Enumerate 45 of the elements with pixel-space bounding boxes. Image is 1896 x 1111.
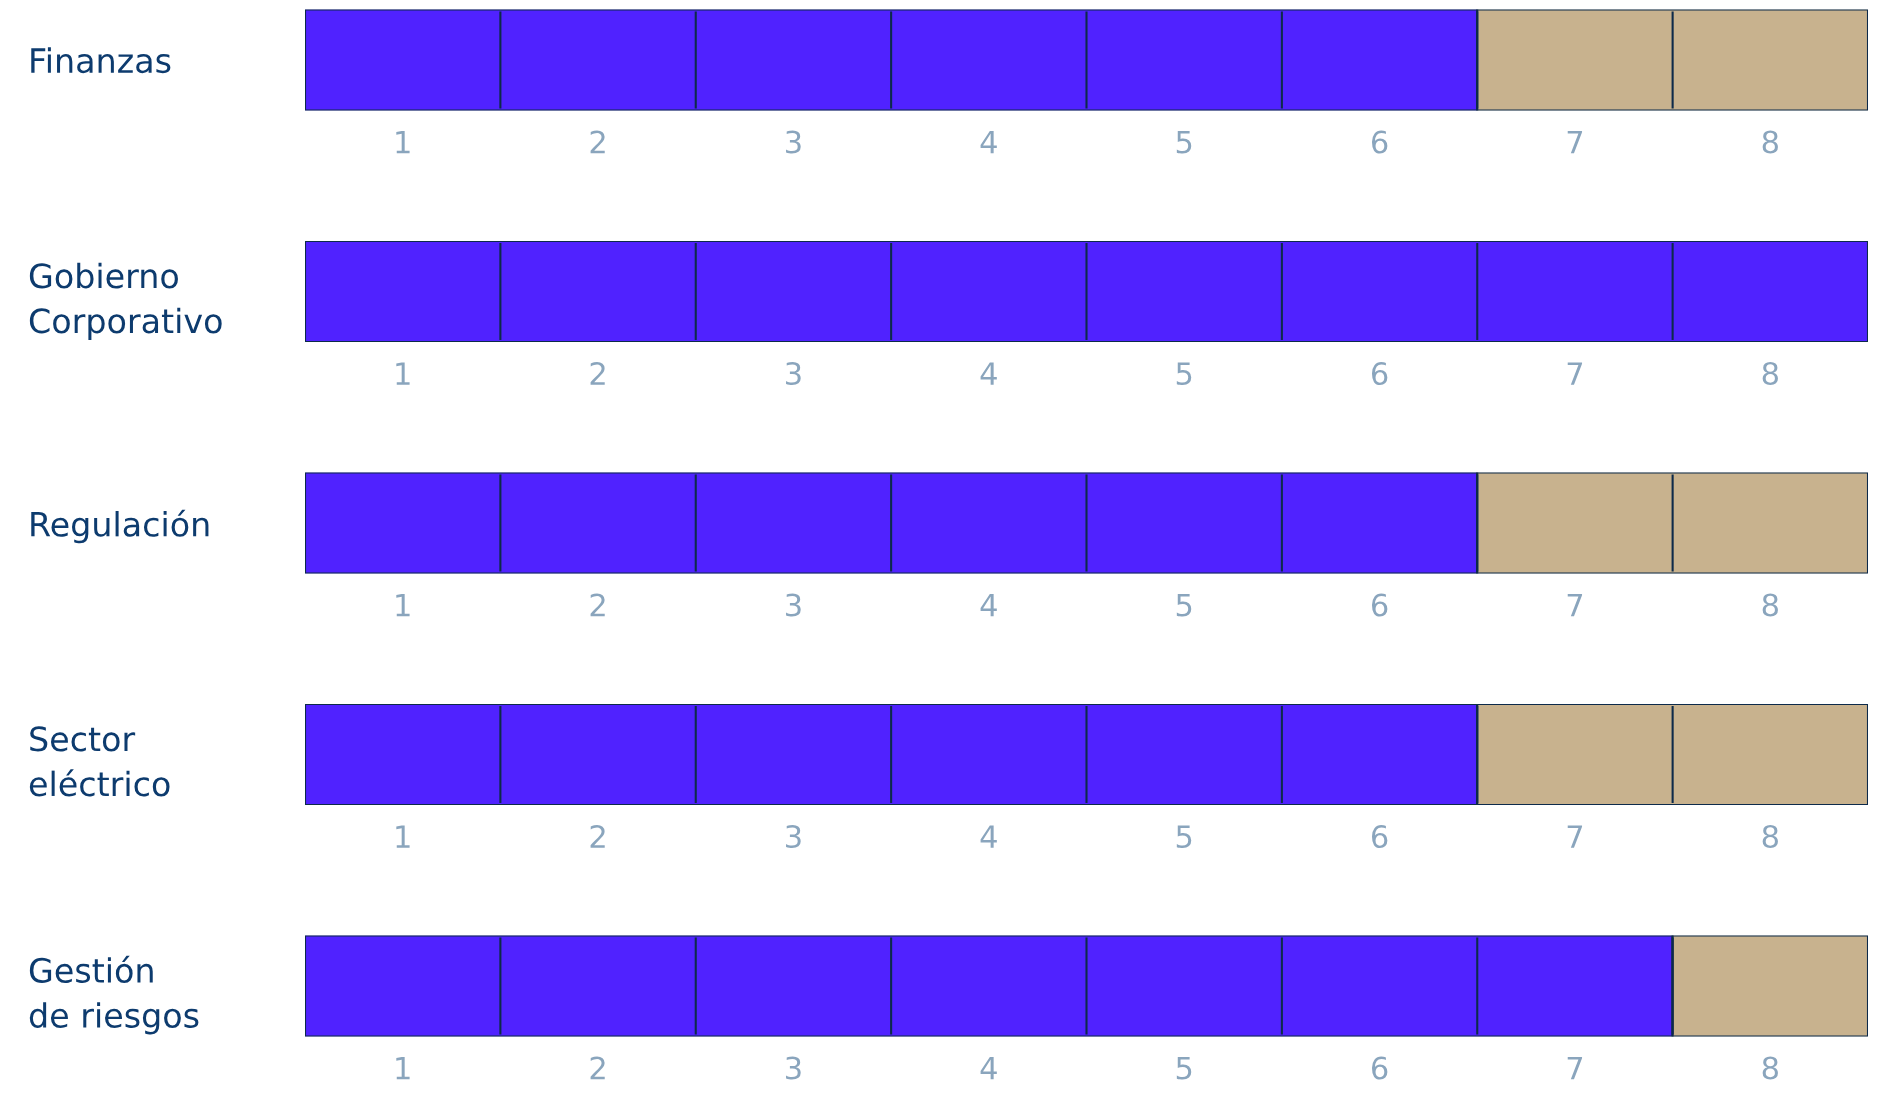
x-tick-label: 6 [1371, 1056, 1388, 1080]
x-tick-label: 1 [396, 130, 410, 154]
x-tick-label: 8 [1762, 593, 1778, 617]
x-tick-label: 4 [980, 1056, 997, 1080]
x-tick-label: 5 [1176, 362, 1192, 386]
x-tick-label: 3 [786, 130, 801, 154]
x-tick-label: 1 [396, 825, 410, 848]
x-tick-label: 5 [1176, 593, 1192, 617]
x-tick-label: 6 [1371, 824, 1388, 849]
x-tick-label: 3 [786, 361, 801, 386]
x-tick-label: 2 [590, 130, 605, 154]
y-tick-label: Gobierno Corporativo [29, 262, 222, 340]
x-tick-label: 2 [590, 361, 605, 385]
x-tick-label: 2 [590, 824, 605, 848]
x-tick-label: 2 [590, 593, 605, 617]
x-tick-label: 1 [396, 593, 410, 617]
y-tick-label: Regulación [31, 509, 209, 544]
x-tick-label: 3 [786, 593, 801, 617]
x-tick-label: 7 [1567, 1056, 1583, 1080]
x-tick-label: 4 [980, 130, 997, 154]
y-tick-label: Gestión de riesgos [29, 955, 199, 1035]
x-tick-label: 7 [1567, 362, 1583, 385]
x-tick-label: 6 [1371, 593, 1388, 617]
x-tick-label: 3 [786, 824, 801, 849]
y-tick-label: Finanzas [31, 47, 171, 74]
x-tick-label: 7 [1567, 130, 1583, 154]
x-tick-label: 8 [1762, 130, 1778, 154]
x-tick-label: 3 [786, 1056, 801, 1080]
x-tick-label: 7 [1567, 825, 1583, 848]
x-tick-label: 4 [980, 593, 997, 617]
x-tick-label: 6 [1371, 130, 1388, 154]
y-tick-label: Sector eléctrico [29, 726, 170, 797]
x-tick-label: 7 [1567, 593, 1583, 617]
x-tick-label: 1 [396, 1056, 410, 1080]
x-tick-label: 6 [1371, 361, 1388, 386]
x-tick-label: 5 [1176, 825, 1192, 849]
x-tick-label: 8 [1762, 1056, 1778, 1080]
x-tick-label: 5 [1176, 130, 1192, 154]
x-tick-label: 1 [396, 362, 410, 385]
x-tick-label: 8 [1762, 361, 1778, 386]
x-tick-label: 4 [980, 825, 997, 848]
x-tick-label: 5 [1176, 1056, 1192, 1080]
x-tick-label: 2 [590, 1056, 605, 1080]
x-tick-label: 4 [980, 362, 997, 385]
x-tick-label: 8 [1762, 824, 1778, 849]
